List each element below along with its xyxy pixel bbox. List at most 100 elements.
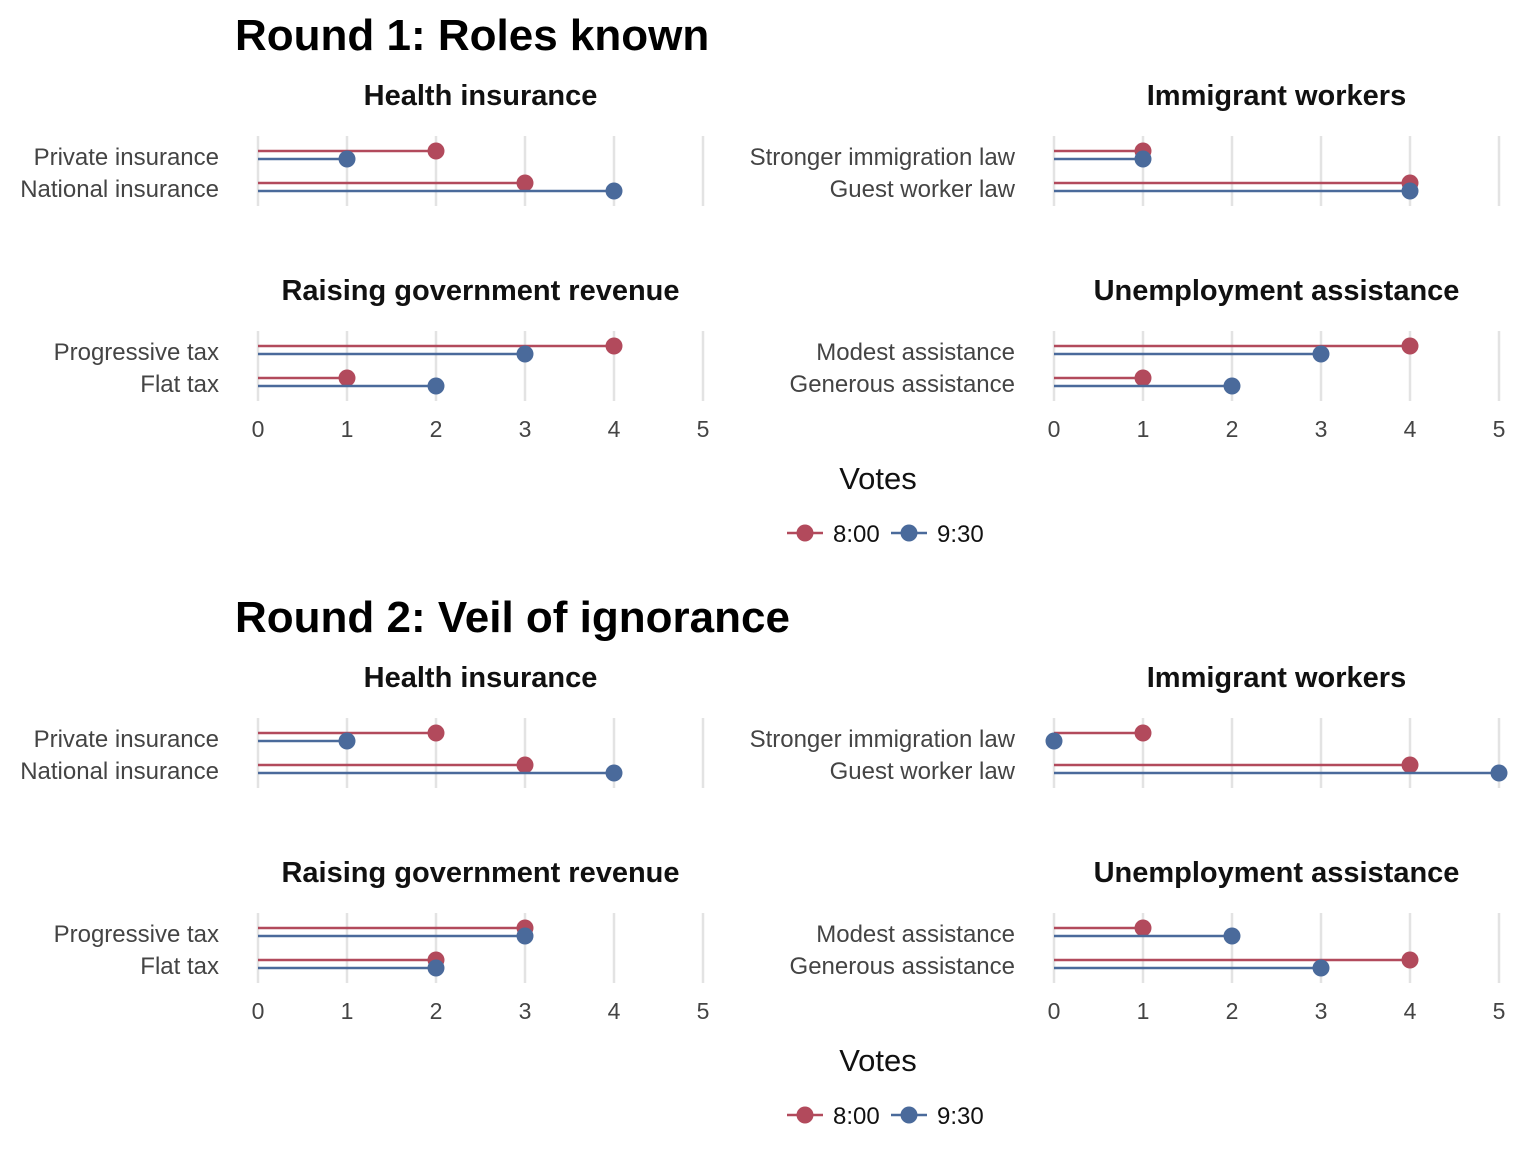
x-tick-label: 0 [252, 998, 265, 1024]
point-930 [516, 927, 534, 945]
category-label: Private insurance [34, 726, 219, 753]
x-tick-label: 4 [608, 416, 621, 442]
point-930 [1223, 927, 1241, 945]
x-tick-label: 5 [697, 416, 710, 442]
legend-label: 9:30 [937, 521, 984, 548]
x-tick-label: 1 [341, 416, 354, 442]
category-label: Modest assistance [816, 339, 1015, 366]
x-tick-label: 4 [1404, 998, 1417, 1024]
legend-label: 8:00 [833, 1103, 880, 1130]
category-label: Flat tax [140, 371, 219, 398]
point-930 [1490, 764, 1508, 782]
x-tick-label: 2 [430, 416, 443, 442]
legend-marker-800 [796, 524, 814, 542]
panel-title: Health insurance [364, 80, 598, 112]
category-label: Progressive tax [54, 921, 219, 948]
panel-title: Raising government revenue [281, 857, 679, 889]
point-930 [427, 959, 445, 977]
x-tick-label: 2 [430, 998, 443, 1024]
point-800 [516, 756, 534, 774]
chart-round-1: Round 1: Roles known Health insurance Priv… [20, 11, 1505, 548]
category-label: Stronger immigration law [750, 726, 1016, 753]
panel-raising-government-revenue: Raising government revenue Progressive ta… [54, 275, 710, 442]
category-label: Flat tax [140, 953, 219, 980]
point-930 [516, 345, 534, 363]
point-800 [605, 337, 623, 355]
category-label: Modest assistance [816, 921, 1015, 948]
panel-health-insurance: Health insurance Private insurance Nationa… [20, 662, 705, 788]
point-930 [338, 732, 356, 750]
x-tick-label: 5 [1493, 416, 1506, 442]
chart-title: Round 1: Roles known [235, 11, 709, 60]
category-label: Stronger immigration law [750, 144, 1016, 171]
x-tick-label: 0 [252, 416, 265, 442]
x-tick-label: 3 [519, 998, 532, 1024]
panel-health-insurance: Health insurance Private insurance Nationa… [20, 80, 705, 206]
point-800 [1401, 337, 1419, 355]
point-930 [1223, 377, 1241, 395]
x-tick-label: 0 [1048, 416, 1061, 442]
panel-unemployment-assistance: Unemployment assistance Modest assistance… [790, 857, 1506, 1024]
category-label: Generous assistance [790, 371, 1015, 398]
x-tick-label: 0 [1048, 998, 1061, 1024]
category-label: National insurance [20, 176, 219, 203]
point-800 [516, 174, 534, 192]
point-930 [605, 182, 623, 200]
point-930 [1045, 732, 1063, 750]
x-tick-label: 3 [519, 416, 532, 442]
legend: 8:00 9:30 [787, 521, 984, 548]
panel-title: Health insurance [364, 662, 598, 694]
x-tick-label: 4 [1404, 416, 1417, 442]
panel-immigrant-workers: Immigrant workers Stronger immigration la… [750, 80, 1501, 206]
x-tick-label: 1 [341, 998, 354, 1024]
x-tick-label: 5 [697, 998, 710, 1024]
x-tick-label: 2 [1226, 998, 1239, 1024]
point-800 [1401, 756, 1419, 774]
point-800 [1134, 724, 1152, 742]
legend-marker-800 [796, 1106, 814, 1124]
category-label: Guest worker law [830, 758, 1016, 785]
legend-marker-930 [900, 524, 918, 542]
panel-title: Unemployment assistance [1094, 857, 1460, 889]
x-tick-label: 1 [1137, 998, 1150, 1024]
point-930 [1134, 150, 1152, 168]
point-800 [1134, 369, 1152, 387]
x-tick-label: 3 [1315, 998, 1328, 1024]
point-930 [1312, 959, 1330, 977]
panel-title: Raising government revenue [281, 275, 679, 307]
category-label: National insurance [20, 758, 219, 785]
panel-unemployment-assistance: Unemployment assistance Modest assistance… [790, 275, 1506, 442]
category-label: Generous assistance [790, 953, 1015, 980]
point-930 [1312, 345, 1330, 363]
x-tick-label: 3 [1315, 416, 1328, 442]
point-930 [605, 764, 623, 782]
chart-round-2: Round 2: Veil of ignorance Health insuran… [20, 593, 1508, 1130]
panel-immigrant-workers: Immigrant workers Stronger immigration la… [750, 662, 1508, 788]
point-800 [1401, 951, 1419, 969]
point-930 [427, 377, 445, 395]
panel-title: Immigrant workers [1147, 662, 1406, 694]
chart-title: Round 2: Veil of ignorance [235, 593, 790, 642]
x-tick-label: 4 [608, 998, 621, 1024]
category-label: Private insurance [34, 144, 219, 171]
point-930 [338, 150, 356, 168]
panel-title: Unemployment assistance [1094, 275, 1460, 307]
panel-raising-government-revenue: Raising government revenue Progressive ta… [54, 857, 710, 1024]
x-tick-label: 2 [1226, 416, 1239, 442]
legend: 8:00 9:30 [787, 1103, 984, 1130]
point-800 [427, 142, 445, 160]
x-tick-label: 5 [1493, 998, 1506, 1024]
x-axis-title: Votes [839, 461, 917, 496]
x-tick-label: 1 [1137, 416, 1150, 442]
point-800 [1134, 919, 1152, 937]
point-800 [338, 369, 356, 387]
category-label: Guest worker law [830, 176, 1016, 203]
category-label: Progressive tax [54, 339, 219, 366]
x-axis-title: Votes [839, 1043, 917, 1078]
legend-label: 8:00 [833, 521, 880, 548]
panel-title: Immigrant workers [1147, 80, 1406, 112]
legend-marker-930 [900, 1106, 918, 1124]
point-800 [427, 724, 445, 742]
legend-label: 9:30 [937, 1103, 984, 1130]
